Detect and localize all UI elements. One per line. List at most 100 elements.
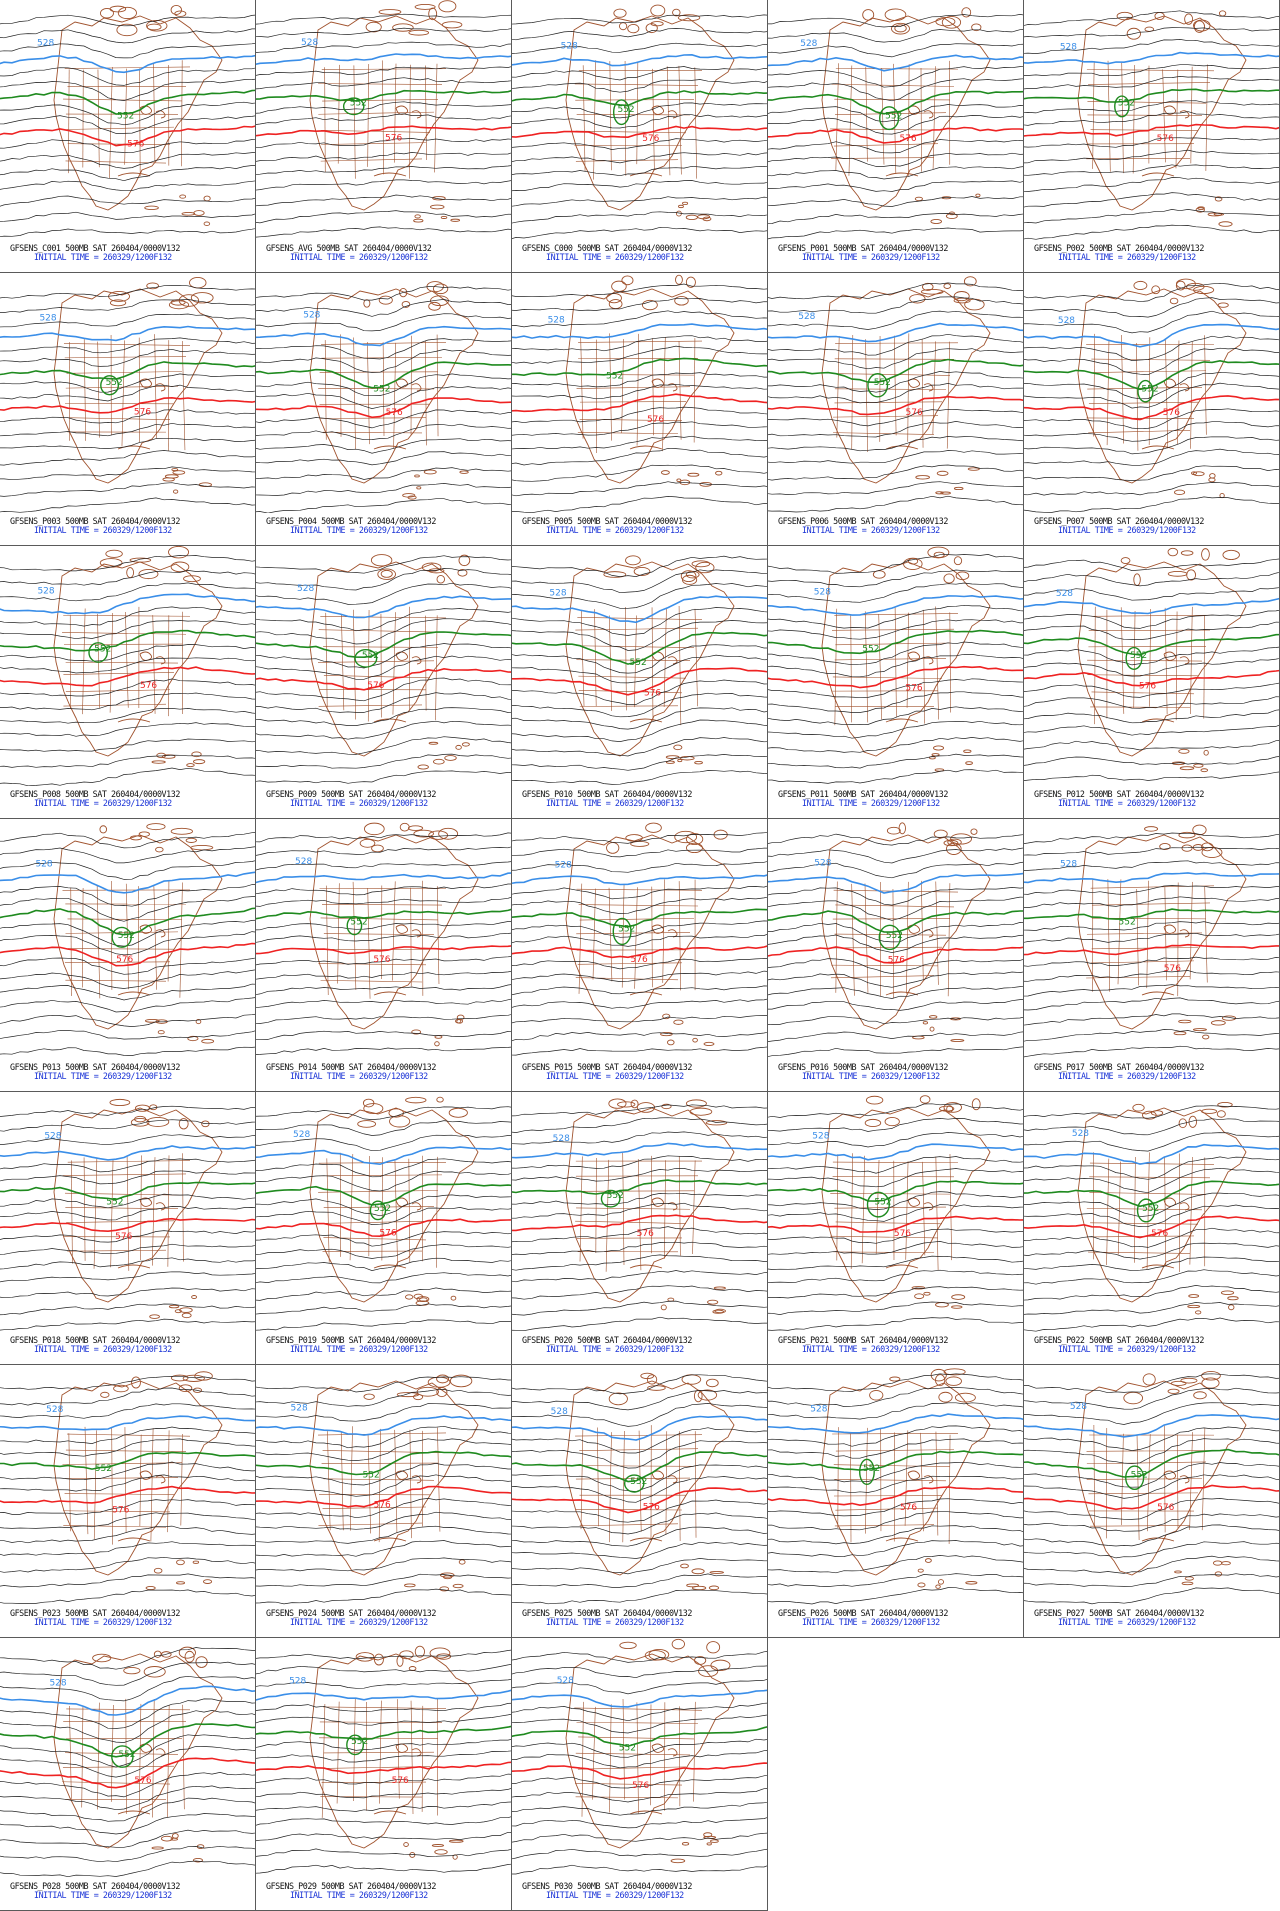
height-contour-map: 528 552 576 bbox=[1024, 278, 1279, 513]
ensemble-member-panel[interactable]: 528 552 576 GFSENS_P008 500MB SAT 260404/00… bbox=[0, 546, 256, 819]
contour-label-552: 552 bbox=[618, 924, 635, 934]
ensemble-member-panel[interactable]: 528 552 576 GFSENS_C001 500MB SAT 260404/00… bbox=[0, 0, 256, 273]
ensemble-member-panel[interactable]: 528 552 576 GFSENS_P026 500MB SAT 260404/00… bbox=[768, 1365, 1024, 1638]
contour-label-576: 576 bbox=[127, 139, 144, 149]
geography-outline bbox=[53, 4, 223, 226]
height-contours bbox=[256, 1106, 511, 1331]
ensemble-member-panel[interactable]: 528 552 576 GFSENS_C000 500MB SAT 260404/00… bbox=[512, 0, 768, 273]
ensemble-member-panel[interactable]: 528 552 576 GFSENS_P004 500MB SAT 260404/00… bbox=[256, 273, 512, 546]
contour-label-576: 576 bbox=[637, 1229, 654, 1239]
panel-initial-time: INITIAL TIME = 260329/1200F132 bbox=[802, 798, 940, 808]
contour-label-528: 528 bbox=[551, 1407, 568, 1417]
ensemble-member-panel[interactable]: 528 552 576 GFSENS_P024 500MB SAT 260404/00… bbox=[256, 1365, 512, 1638]
contour-label-552: 552 bbox=[619, 1744, 636, 1754]
ensemble-member-panel[interactable]: 528 552 576 GFSENS_P002 500MB SAT 260404/00… bbox=[1024, 0, 1280, 273]
ensemble-member-panel[interactable]: 528 552 576 GFSENS_P005 500MB SAT 260404/00… bbox=[512, 273, 768, 546]
panel-initial-time: INITIAL TIME = 260329/1200F132 bbox=[802, 525, 940, 535]
ensemble-member-panel[interactable]: 528 552 576 GFSENS_P023 500MB SAT 260404/00… bbox=[0, 1365, 256, 1638]
ensemble-member-panel[interactable]: 528 552 576 GFSENS_P003 500MB SAT 260404/00… bbox=[0, 273, 256, 546]
geography-outline bbox=[53, 546, 223, 768]
panel-model-label: GFSENS_P020 500MB SAT 260404/0000V132 bbox=[522, 1335, 692, 1345]
height-contours bbox=[768, 1103, 1023, 1331]
ensemble-member-panel[interactable]: 528 552 576 GFSENS_P019 500MB SAT 260404/00… bbox=[256, 1092, 512, 1365]
height-contours bbox=[1024, 558, 1279, 782]
contour-label-576: 576 bbox=[115, 1232, 132, 1242]
ensemble-member-panel[interactable]: 528 552 576 GFSENS_P025 500MB SAT 260404/00… bbox=[512, 1365, 768, 1638]
height-contours bbox=[512, 555, 767, 785]
ensemble-member-panel[interactable]: 528 552 576 GFSENS_P020 500MB SAT 260404/00… bbox=[512, 1092, 768, 1365]
panel-model-label: GFSENS_P023 500MB SAT 260404/0000V132 bbox=[10, 1608, 180, 1618]
ensemble-member-panel[interactable]: 528 552 576 GFSENS_P016 500MB SAT 260404/00… bbox=[768, 819, 1024, 1092]
ensemble-member-panel[interactable]: 528 552 576 GFSENS_P029 500MB SAT 260404/00… bbox=[256, 1638, 512, 1911]
height-contours bbox=[0, 14, 255, 238]
panel-initial-time: INITIAL TIME = 260329/1200F132 bbox=[802, 252, 940, 262]
contour-label-552: 552 bbox=[373, 385, 390, 395]
contour-label-576: 576 bbox=[373, 955, 390, 965]
height-contour-map: 528 552 576 bbox=[0, 823, 255, 1056]
contour-label-576: 576 bbox=[385, 134, 402, 144]
contour-label-576: 576 bbox=[134, 407, 151, 417]
contour-label-576: 576 bbox=[1163, 408, 1180, 418]
ensemble-member-panel[interactable]: 528 552 576 GFSENS_P018 500MB SAT 260404/00… bbox=[0, 1092, 256, 1365]
panel-initial-time: INITIAL TIME = 260329/1200F132 bbox=[802, 1071, 940, 1081]
ensemble-member-panel[interactable]: 528 552 576 GFSENS_P027 500MB SAT 260404/00… bbox=[1024, 1365, 1280, 1638]
geography-outline bbox=[565, 822, 735, 1047]
ensemble-member-panel[interactable]: 528 552 576 GFSENS_P030 500MB SAT 260404/00… bbox=[512, 1638, 768, 1911]
contour-label-552: 552 bbox=[886, 931, 903, 941]
ensemble-member-panel[interactable]: 528 552 576 GFSENS_P011 500MB SAT 260404/00… bbox=[768, 546, 1024, 819]
height-contour-map: 528 552 576 bbox=[1024, 547, 1279, 782]
contour-label-576: 576 bbox=[647, 415, 664, 425]
contour-label-552: 552 bbox=[1142, 1204, 1159, 1214]
contour-label-552: 552 bbox=[606, 371, 623, 381]
ensemble-member-panel[interactable]: 528 552 576 GFSENS_P017 500MB SAT 260404/00… bbox=[1024, 819, 1280, 1092]
contour-label-528: 528 bbox=[39, 313, 56, 323]
contour-label-576: 576 bbox=[134, 1776, 151, 1786]
height-contour-map: 528 552 576 bbox=[0, 4, 255, 238]
ensemble-member-panel[interactable]: 528 552 576 GFSENS_P012 500MB SAT 260404/00… bbox=[1024, 546, 1280, 819]
ensemble-member-panel[interactable]: 528 552 576 GFSENS_P015 500MB SAT 260404/00… bbox=[512, 819, 768, 1092]
contour-label-552: 552 bbox=[1131, 1471, 1148, 1481]
geography-outline bbox=[1077, 1371, 1247, 1586]
geography-outline bbox=[1077, 1102, 1247, 1315]
contour-label-528: 528 bbox=[812, 1131, 829, 1141]
ensemble-member-panel[interactable]: 528 552 576 GFSENS_P028 500MB SAT 260404/00… bbox=[0, 1638, 256, 1911]
panel-model-label: GFSENS_P026 500MB SAT 260404/0000V132 bbox=[778, 1608, 948, 1618]
panel-initial-time: INITIAL TIME = 260329/1200F132 bbox=[546, 1890, 684, 1900]
ensemble-member-panel[interactable]: 528 552 576 GFSENS_P021 500MB SAT 260404/00… bbox=[768, 1092, 1024, 1365]
ensemble-member-panel[interactable]: 528 552 576 GFSENS_P007 500MB SAT 260404/00… bbox=[1024, 273, 1280, 546]
panel-initial-time: INITIAL TIME = 260329/1200F132 bbox=[546, 1617, 684, 1627]
contour-label-576: 576 bbox=[643, 1503, 660, 1513]
ensemble-member-panel[interactable]: 528 552 576 GFSENS_P013 500MB SAT 260404/00… bbox=[0, 819, 256, 1092]
geography-outline bbox=[821, 276, 991, 495]
height-contours bbox=[0, 832, 255, 1056]
ensemble-member-panel[interactable]: 528 552 576 GFSENS_P006 500MB SAT 260404/00… bbox=[768, 273, 1024, 546]
height-contour-map: 528 552 576 bbox=[256, 1374, 511, 1605]
contour-label-576: 576 bbox=[379, 1229, 396, 1239]
contour-label-552: 552 bbox=[118, 931, 135, 941]
ensemble-member-panel[interactable]: 528 552 576 GFSENS_AVG 500MB SAT 260404/000… bbox=[256, 0, 512, 273]
panel-initial-time: INITIAL TIME = 260329/1200F132 bbox=[290, 1344, 428, 1354]
contour-label-576: 576 bbox=[1164, 964, 1181, 974]
ensemble-member-panel[interactable]: 528 552 576 GFSENS_P009 500MB SAT 260404/00… bbox=[256, 546, 512, 819]
height-contour-map: 528 552 576 bbox=[256, 1645, 511, 1874]
contour-label-552: 552 bbox=[885, 112, 902, 122]
ensemble-member-panel[interactable]: 528 552 576 GFSENS_P010 500MB SAT 260404/00… bbox=[512, 546, 768, 819]
ensemble-member-panel[interactable]: 528 552 576 GFSENS_P001 500MB SAT 260404/00… bbox=[768, 0, 1024, 273]
contour-label-552: 552 bbox=[863, 1464, 880, 1474]
contour-label-576: 576 bbox=[905, 683, 922, 693]
height-contours bbox=[0, 1105, 255, 1331]
height-contour-map: 528 552 576 bbox=[256, 0, 511, 238]
ensemble-member-panel[interactable]: 528 552 576 GFSENS_P022 500MB SAT 260404/00… bbox=[1024, 1092, 1280, 1365]
height-contours bbox=[512, 14, 767, 240]
height-contours bbox=[256, 555, 511, 784]
contour-label-528: 528 bbox=[289, 1676, 306, 1686]
contour-label-552: 552 bbox=[362, 651, 379, 661]
contour-label-552: 552 bbox=[874, 1197, 891, 1207]
height-contours bbox=[0, 1375, 255, 1604]
contour-label-528: 528 bbox=[557, 1676, 574, 1686]
panel-model-label: GFSENS_P016 500MB SAT 260404/0000V132 bbox=[778, 1062, 948, 1072]
contour-label-528: 528 bbox=[555, 861, 572, 871]
contour-label-576: 576 bbox=[1151, 1229, 1168, 1239]
contour-label-552: 552 bbox=[1118, 98, 1135, 108]
ensemble-member-panel[interactable]: 528 552 576 GFSENS_P014 500MB SAT 260404/00… bbox=[256, 819, 512, 1092]
